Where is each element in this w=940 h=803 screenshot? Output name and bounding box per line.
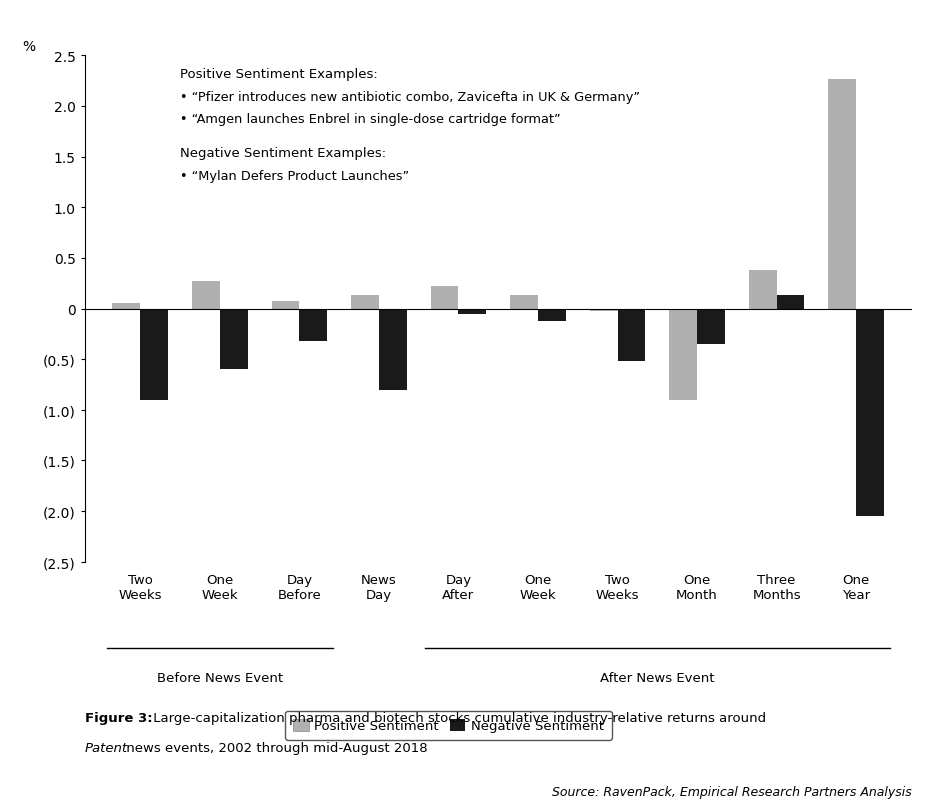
Text: Patent: Patent — [85, 741, 128, 754]
Text: Before News Event: Before News Event — [157, 671, 283, 684]
Bar — [538, 309, 566, 321]
Bar — [220, 309, 247, 370]
Bar — [776, 296, 805, 309]
Bar — [113, 304, 140, 309]
Bar — [697, 309, 725, 344]
Bar — [749, 271, 776, 309]
Text: news events, 2002 through mid-August 2018: news events, 2002 through mid-August 201… — [122, 741, 428, 754]
Text: • “Amgen launches Enbrel in single-dose cartridge format”: • “Amgen launches Enbrel in single-dose … — [180, 113, 560, 126]
Text: Large-capitalization pharma and biotech stocks cumulative industry-relative retu: Large-capitalization pharma and biotech … — [149, 711, 766, 739]
Bar — [379, 309, 407, 390]
Bar — [299, 309, 327, 341]
Bar — [192, 282, 220, 309]
Bar — [618, 309, 646, 362]
Bar — [272, 302, 299, 309]
Bar — [510, 296, 538, 309]
Legend: Positive Sentiment, Negative Sentiment: Positive Sentiment, Negative Sentiment — [286, 711, 612, 740]
Bar — [856, 309, 884, 516]
Text: After News Event: After News Event — [600, 671, 714, 684]
Bar — [431, 287, 459, 309]
Text: Positive Sentiment Examples:: Positive Sentiment Examples: — [180, 68, 378, 81]
Text: • “Mylan Defers Product Launches”: • “Mylan Defers Product Launches” — [180, 169, 409, 182]
Bar — [669, 309, 697, 400]
Bar — [459, 309, 486, 314]
Bar — [828, 79, 856, 309]
Bar — [140, 309, 168, 400]
Text: Figure 3:: Figure 3: — [85, 711, 152, 724]
Text: • “Pfizer introduces new antibiotic combo, Zavicefta in UK & Germany”: • “Pfizer introduces new antibiotic comb… — [180, 91, 640, 104]
Text: %: % — [23, 39, 36, 54]
Bar — [351, 296, 379, 309]
Bar — [589, 309, 618, 312]
Text: Negative Sentiment Examples:: Negative Sentiment Examples: — [180, 147, 386, 161]
Text: Source: RavenPack, Empirical Research Partners Analysis: Source: RavenPack, Empirical Research Pa… — [552, 785, 912, 798]
